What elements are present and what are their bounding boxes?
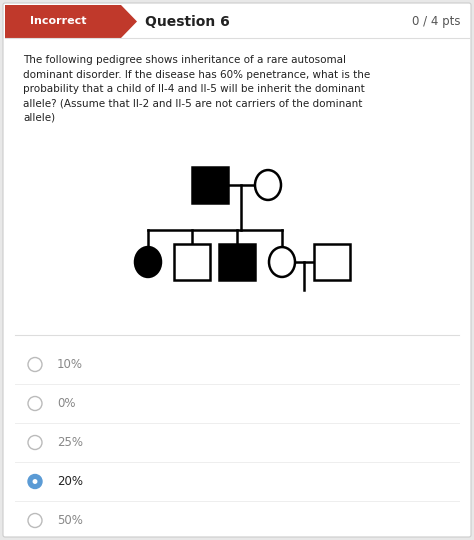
Circle shape (28, 514, 42, 528)
Text: allele): allele) (23, 113, 55, 123)
Circle shape (28, 396, 42, 410)
Circle shape (33, 479, 37, 484)
Text: Incorrect: Incorrect (30, 17, 86, 26)
Bar (174, 244, 210, 280)
Text: 20%: 20% (57, 475, 83, 488)
Text: Question 6: Question 6 (145, 15, 230, 29)
Circle shape (28, 475, 42, 489)
Text: 50%: 50% (57, 514, 83, 527)
Polygon shape (121, 5, 137, 38)
Bar (314, 244, 350, 280)
Ellipse shape (269, 247, 295, 277)
Circle shape (28, 435, 42, 449)
Bar (192, 167, 228, 203)
FancyBboxPatch shape (3, 3, 471, 537)
Bar (219, 244, 255, 280)
Text: The following pedigree shows inheritance of a rare autosomal: The following pedigree shows inheritance… (23, 55, 346, 65)
Text: dominant disorder. If the disease has 60% penetrance, what is the: dominant disorder. If the disease has 60… (23, 70, 370, 79)
Text: 0%: 0% (57, 397, 75, 410)
Text: 10%: 10% (57, 358, 83, 371)
Circle shape (28, 357, 42, 372)
Text: probability that a child of II-4 and II-5 will be inherit the dominant: probability that a child of II-4 and II-… (23, 84, 365, 94)
Text: 0 / 4 pts: 0 / 4 pts (412, 15, 461, 28)
Ellipse shape (255, 170, 281, 200)
Bar (5, 5, 121, 38)
Ellipse shape (135, 247, 161, 277)
Text: allele? (Assume that II-2 and II-5 are not carriers of the dominant: allele? (Assume that II-2 and II-5 are n… (23, 98, 363, 109)
Text: 25%: 25% (57, 436, 83, 449)
